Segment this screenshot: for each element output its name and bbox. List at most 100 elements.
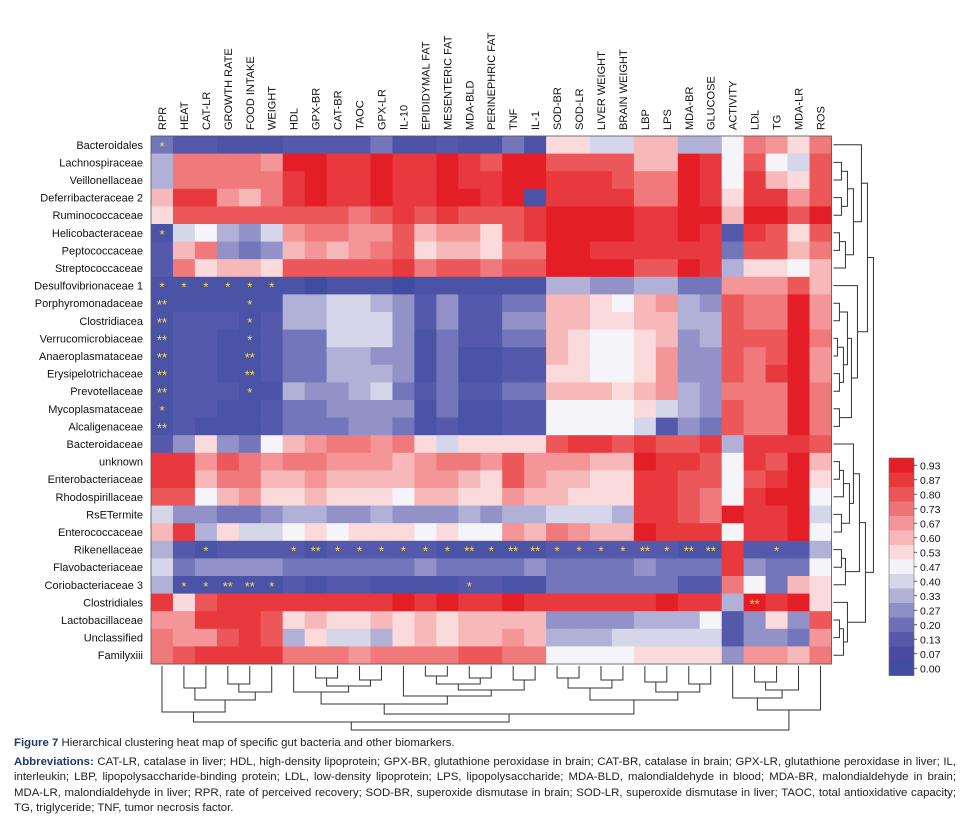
heatmap-cell <box>304 224 327 242</box>
heatmap-cell <box>392 593 415 612</box>
color-legend: 0.93 0.87 0.80 0.73 0.67 0.60 0.53 0.47 0.40 0.33… <box>888 457 941 676</box>
heatmap-cell <box>809 276 832 295</box>
heatmap-cell <box>414 576 437 594</box>
heatmap-cell <box>216 382 240 401</box>
heatmap-cell <box>524 153 547 172</box>
heatmap-cell <box>238 523 262 542</box>
heatmap-cell <box>480 646 503 665</box>
heatmap-cell <box>216 171 240 190</box>
heatmap-cell <box>568 470 591 489</box>
heatmap-cell <box>172 206 196 225</box>
heatmap-cell <box>699 347 723 366</box>
column-label: HEAT <box>179 101 191 130</box>
heatmap-cell <box>260 417 284 436</box>
heatmap-cell <box>282 400 306 418</box>
row-label: Peptococcaceae <box>62 245 143 257</box>
heatmap-cell <box>370 523 393 542</box>
heatmap-cell <box>172 259 196 278</box>
heatmap-cell <box>677 224 701 242</box>
significance-star: ** <box>311 544 321 559</box>
heatmap-cell <box>524 505 547 524</box>
heatmap-cell <box>743 206 766 225</box>
heatmap-cell <box>216 294 240 313</box>
heatmap-cell <box>370 206 393 225</box>
heatmap-cell <box>414 294 437 313</box>
heatmap-cell <box>721 206 745 225</box>
legend-swatch <box>889 588 914 604</box>
heatmap-cell <box>194 276 218 295</box>
heatmap-cell <box>568 382 591 401</box>
heatmap-cell <box>502 188 525 207</box>
heatmap-cell <box>743 576 766 594</box>
heatmap-cell <box>172 329 196 348</box>
significance-star: * <box>247 297 252 312</box>
heatmap-cell <box>260 628 284 647</box>
dendrogram-link <box>688 666 712 685</box>
heatmap-cell <box>436 611 459 630</box>
heatmap-cell <box>172 628 196 647</box>
heatmap-cell <box>414 224 437 242</box>
heatmap-cell <box>677 329 701 348</box>
significance-markers: *** * * * * *** *** *** *** **** **** ***** * ** * * * * *… <box>157 139 779 612</box>
heatmap-cell <box>151 470 174 489</box>
heatmap-cell <box>721 523 745 542</box>
dendrogram-link <box>589 688 679 701</box>
heatmap-cell <box>326 276 349 295</box>
row-label: unknown <box>99 457 143 469</box>
row-label: RsETermite <box>86 509 143 521</box>
heatmap-cell <box>502 400 525 418</box>
heatmap-cell <box>502 540 525 559</box>
heatmap-cell <box>414 593 437 612</box>
heatmap-cell <box>414 206 437 225</box>
heatmap-cell <box>458 576 481 594</box>
heatmap-cell <box>370 153 393 172</box>
heatmap-cell <box>765 241 788 260</box>
heatmap-cell <box>172 611 196 630</box>
heatmap-cell <box>370 241 393 260</box>
column-label: GLUCOSE <box>706 76 718 130</box>
heatmap-cell <box>633 417 657 436</box>
heatmap-cell <box>172 452 196 471</box>
heatmap-cell <box>172 540 196 559</box>
heatmap-cell <box>238 224 262 242</box>
row-label: Streptococcaceae <box>55 263 143 275</box>
heatmap-cell <box>436 452 459 471</box>
heatmap-cell <box>721 241 745 260</box>
heatmap-cell <box>326 188 349 207</box>
heatmap-cell <box>699 611 723 630</box>
heatmap-cell <box>809 435 832 454</box>
heatmap-cell <box>677 347 701 366</box>
heatmap-cell <box>238 312 262 330</box>
heatmap-cell <box>721 452 745 471</box>
heatmap-cell <box>458 382 481 401</box>
heatmap-cell <box>238 628 262 647</box>
heatmap-cell <box>611 558 635 577</box>
heatmap-cell <box>765 347 788 366</box>
column-label: LDL <box>750 110 762 130</box>
row-label: Prevotellaceae <box>70 386 143 398</box>
heatmap-cell <box>370 452 393 471</box>
heatmap-cell <box>480 294 503 313</box>
heatmap-cell <box>809 417 832 436</box>
significance-star: * <box>269 579 274 594</box>
heatmap-cell <box>194 540 218 559</box>
heatmap-cell <box>655 523 679 542</box>
heatmap-cell <box>282 417 306 436</box>
dendrogram-link <box>833 601 848 643</box>
heatmap-cell <box>458 224 481 242</box>
heatmap-cell <box>304 646 327 665</box>
heatmap-cell <box>414 417 437 436</box>
heatmap-cell <box>282 276 306 295</box>
row-labels: Bacteroidales Lachnospiraceae Veillonellac… <box>34 140 144 662</box>
heatmap-cell <box>326 628 349 647</box>
heatmap-cell <box>546 470 569 489</box>
heatmap-cell <box>546 611 569 630</box>
significance-star: ** <box>157 350 167 365</box>
heatmap-cell <box>502 523 525 542</box>
dendrogram-link <box>765 666 800 691</box>
heatmap-cell <box>392 364 415 383</box>
heatmap-cell <box>480 364 503 383</box>
heatmap-cell <box>260 646 284 665</box>
heatmap-cell <box>765 435 788 454</box>
significance-star: * <box>555 544 560 559</box>
